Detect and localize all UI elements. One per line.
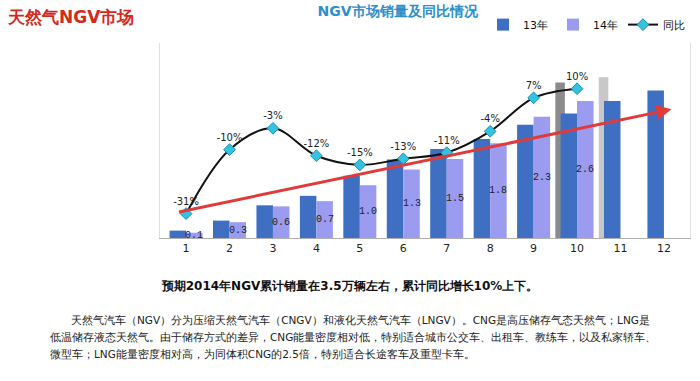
svg-text:2: 2	[226, 242, 233, 255]
svg-text:3: 3	[269, 242, 276, 255]
svg-text:12: 12	[657, 242, 671, 255]
svg-text:0.3: 0.3	[229, 225, 247, 236]
svg-text:10%: 10%	[566, 71, 588, 82]
svg-text:-3%: -3%	[263, 110, 282, 121]
html-text:预期2014年NGV累计销量在3.5万辆左右，累计同比增长1: 预期2014年NGV累计销量在3.5万辆左右，累计同比增长10%上下。	[161, 279, 539, 293]
svg-text:13年: 13年	[523, 19, 548, 32]
svg-text:1.8: 1.8	[489, 185, 507, 196]
svg-text:-11%: -11%	[434, 135, 460, 146]
svg-text:-4%: -4%	[480, 113, 499, 124]
svg-text:NGV市场销量及同比情况: NGV市场销量及同比情况	[317, 3, 478, 19]
svg-text:-31%: -31%	[173, 196, 199, 207]
svg-text:2.6: 2.6	[576, 164, 594, 175]
svg-text:11: 11	[613, 242, 627, 255]
svg-text:-10%: -10%	[217, 132, 243, 143]
svg-text:14年: 14年	[593, 19, 618, 32]
svg-text:0.1: 0.1	[185, 230, 203, 241]
html-text:天然气NGV市场: 天然气NGV市场	[8, 7, 135, 27]
svg-text:7%: 7%	[526, 80, 542, 91]
svg-text:8: 8	[487, 242, 494, 255]
svg-text:0.7: 0.7	[316, 214, 334, 225]
svg-text:1.5: 1.5	[446, 193, 464, 204]
svg-text:-15%: -15%	[347, 147, 373, 158]
svg-text:-13%: -13%	[390, 141, 416, 152]
svg-text:4: 4	[313, 242, 320, 255]
svg-text:1: 1	[183, 242, 190, 255]
svg-text:2.3: 2.3	[533, 172, 551, 183]
svg-text:同比: 同比	[663, 19, 685, 32]
svg-text:1.3: 1.3	[403, 198, 421, 209]
svg-text:9: 9	[530, 242, 537, 255]
svg-text:5: 5	[356, 242, 363, 255]
svg-text:1.0: 1.0	[359, 206, 377, 217]
html-text:天然气汽车（NGV）分为压缩天然气汽车（CNGV）和液化天然: 天然气汽车（NGV）分为压缩天然气汽车（CNGV）和液化天然气汽车（LNGV）。…	[50, 314, 657, 360]
svg-text:-12%: -12%	[303, 138, 329, 149]
svg-text:10: 10	[570, 242, 584, 255]
svg-text:6: 6	[400, 242, 407, 255]
svg-text:0.6: 0.6	[272, 217, 290, 228]
svg-text:7: 7	[443, 242, 450, 255]
